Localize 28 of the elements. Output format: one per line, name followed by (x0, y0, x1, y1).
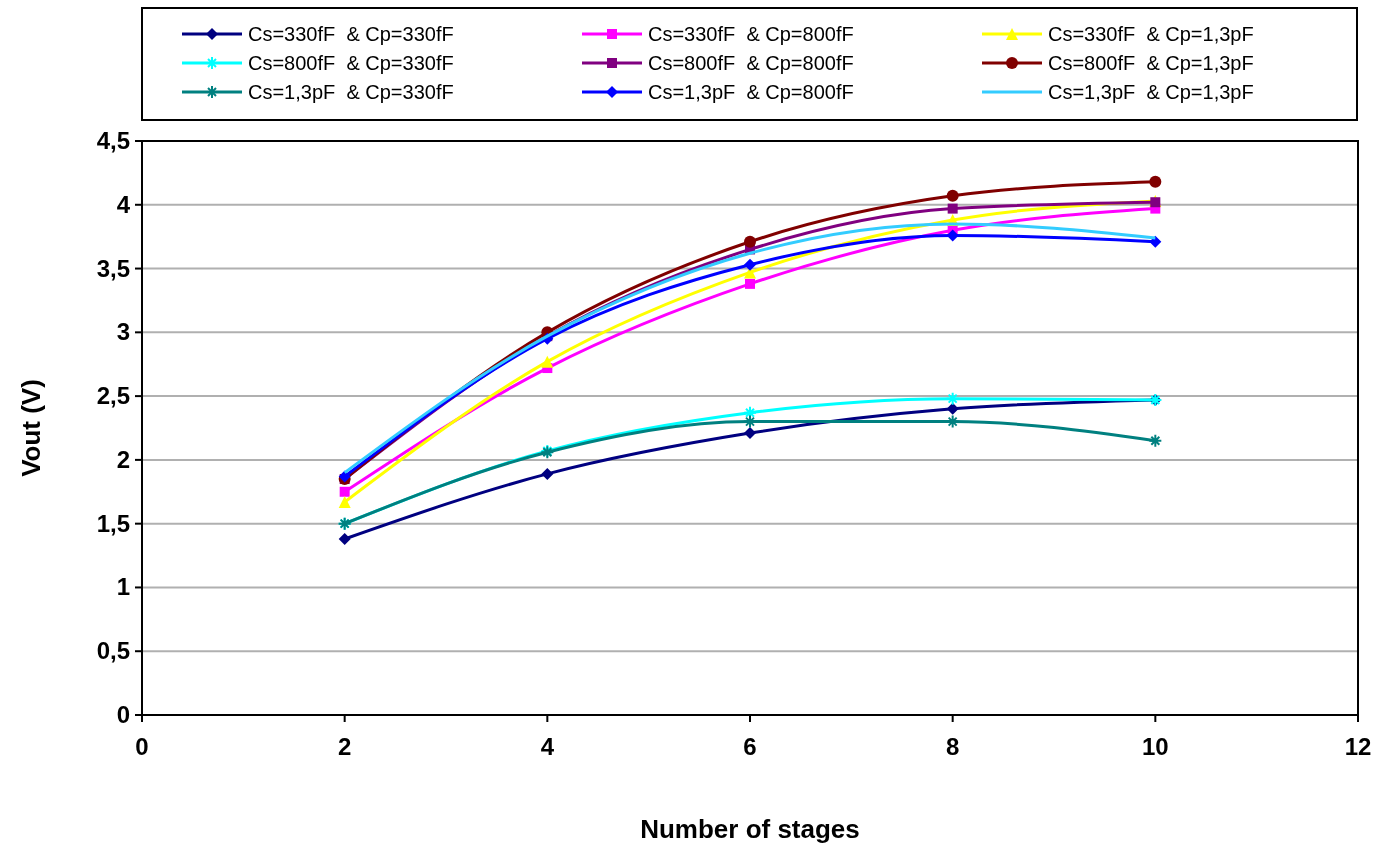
x-tick-label: 2 (337, 733, 352, 760)
x-tick-label: 12 (1344, 733, 1372, 760)
y-tick-label: 1 (116, 573, 130, 601)
x-tick-label: 10 (1141, 733, 1169, 760)
y-tick-label: 0 (116, 701, 130, 728)
y-tick-label: 4 (116, 190, 131, 218)
legend-label: Cs=330fF & Cp=330fF (248, 23, 454, 45)
y-tick-label: 2,5 (96, 382, 130, 410)
y-axis-title: Vout (V) (16, 379, 46, 477)
legend-label: Cs=1,3pF & Cp=800fF (648, 81, 854, 103)
legend-label: Cs=330fF & Cp=1,3pF (1048, 23, 1254, 45)
x-axis-title: Number of stages (640, 814, 860, 844)
legend-label: Cs=1,3pF & Cp=1,3pF (1048, 81, 1254, 103)
y-tick-label: 3,5 (96, 254, 130, 282)
legend-label: Cs=800fF & Cp=1,3pF (1048, 52, 1254, 74)
y-tick-label: 0,5 (96, 637, 130, 665)
x-tick-label: 8 (945, 733, 960, 760)
legend-label: Cs=800fF & Cp=800fF (648, 52, 854, 74)
x-tick-label: 6 (743, 733, 757, 760)
y-tick-label: 1,5 (96, 509, 130, 537)
legend-label: Cs=800fF & Cp=330fF (248, 52, 454, 74)
y-tick-label: 4,5 (96, 127, 130, 154)
x-tick-label: 0 (135, 733, 149, 760)
x-tick-label: 4 (540, 733, 555, 760)
legend-label: Cs=1,3pF & Cp=330fF (248, 81, 454, 103)
legend-label: Cs=330fF & Cp=800fF (648, 23, 854, 45)
y-tick-label: 3 (116, 318, 130, 346)
y-tick-label: 2 (116, 445, 130, 473)
